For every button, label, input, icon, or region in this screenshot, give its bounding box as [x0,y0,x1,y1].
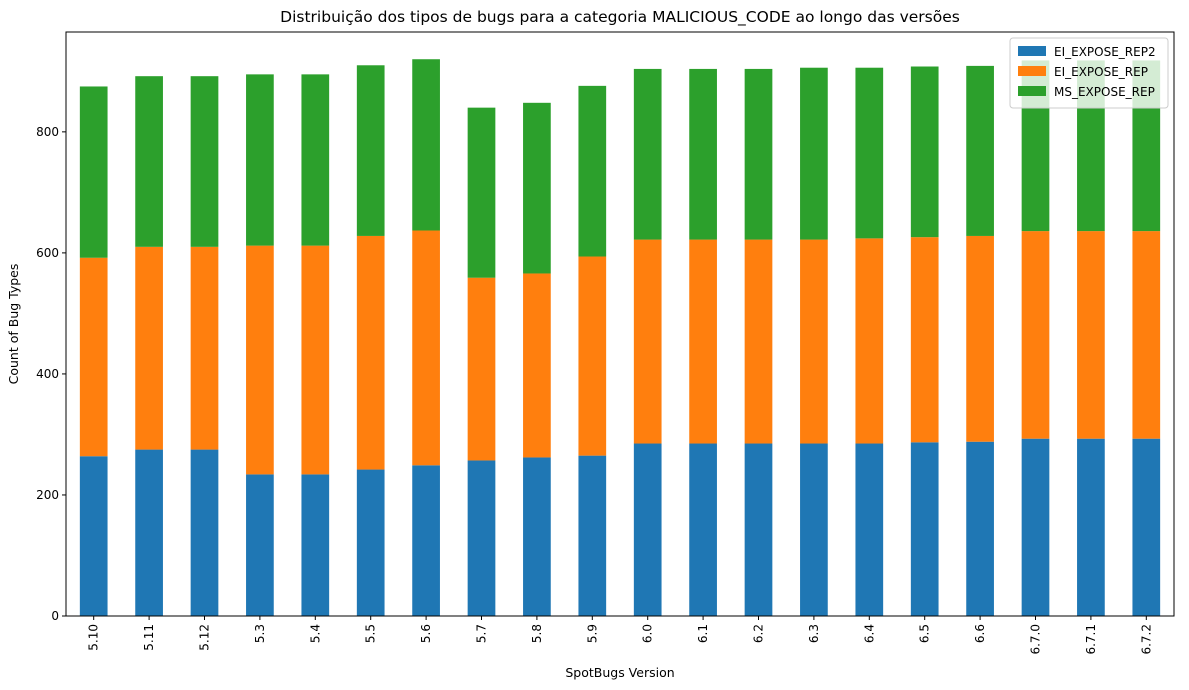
bar-ms-expose-rep-5-9 [578,85,607,257]
x-tick-label: 6.3 [807,624,821,643]
x-tick-label: 5.4 [308,624,322,643]
legend-swatch [1018,66,1046,76]
bar-ei-expose-rep2-5-10 [79,456,108,616]
bars-layer [79,59,1161,616]
bar-ei-expose-rep-6-1 [689,239,717,444]
bar-ei-expose-rep2-6-7-2 [1132,438,1161,616]
bar-ei-expose-rep2-6-7-0 [1021,438,1050,616]
legend-swatch [1018,46,1046,56]
bar-ei-expose-rep2-5-9 [578,455,607,616]
x-tick-label: 5.3 [253,624,267,643]
bar-ei-expose-rep-5-6 [412,230,440,466]
plot-frame [65,31,1175,617]
bar-ms-expose-rep-5-12 [190,76,219,247]
bar-ei-expose-rep2-5-8 [523,457,551,616]
bar-ei-expose-rep2-5-12 [190,449,219,616]
bar-ms-expose-rep-6-6 [966,65,994,236]
bar-ei-expose-rep-5-11 [135,246,163,450]
bar-ei-expose-rep-5-5 [356,235,385,470]
bar-ms-expose-rep-5-8 [523,102,551,274]
bar-ei-expose-rep2-5-3 [246,474,274,616]
bar-ei-expose-rep-6-7-0 [1021,231,1050,439]
x-tick-label: 6.0 [641,624,655,643]
x-tick-label: 5.6 [419,624,433,643]
bar-ei-expose-rep2-6-0 [633,443,662,616]
x-tick-label: 6.2 [752,624,766,643]
bar-ei-expose-rep2-5-5 [356,469,385,616]
bar-ms-expose-rep-5-7 [467,107,496,278]
legend-swatch [1018,86,1046,96]
legend-entry-label: MS_EXPOSE_REP [1054,85,1155,99]
bar-ms-expose-rep-6-2 [744,68,773,240]
bar-ei-expose-rep2-6-6 [966,441,994,616]
x-tick-label: 6.5 [918,624,932,643]
x-tick-label: 6.7.2 [1139,624,1153,655]
bar-ms-expose-rep-6-1 [689,68,717,240]
bar-ms-expose-rep-6-0 [633,68,662,240]
bar-ei-expose-rep-6-4 [855,238,884,444]
bar-ei-expose-rep-6-0 [633,239,662,444]
bar-ei-expose-rep2-5-7 [467,460,496,616]
y-tick-label: 800 [36,125,59,139]
x-tick-label: 5.5 [364,624,378,643]
bar-ei-expose-rep-6-3 [800,239,828,444]
x-tick-label: 6.4 [862,624,876,643]
x-tick-label: 5.12 [198,624,212,651]
bar-ms-expose-rep-5-4 [301,74,330,246]
legend-frame [1009,37,1169,109]
y-tick-label: 0 [51,609,59,623]
y-axis-label: Count of Bug Types [6,264,21,385]
y-tick-label: 200 [36,488,59,502]
bar-ei-expose-rep2-5-6 [412,465,440,616]
bar-ei-expose-rep2-6-1 [689,443,717,616]
bar-ei-expose-rep2-6-5 [910,442,939,616]
x-tick-label: 5.11 [142,624,156,651]
bar-ms-expose-rep-5-6 [412,59,440,231]
y-tick-label: 600 [36,246,59,260]
bar-ms-expose-rep-5-10 [79,86,108,258]
x-tick-label: 6.7.1 [1084,624,1098,655]
bar-ei-expose-rep2-6-2 [744,443,773,616]
bar-ei-expose-rep-5-9 [578,256,607,456]
legend-entry-label: EI_EXPOSE_REP2 [1054,45,1156,59]
bar-ei-expose-rep2-5-4 [301,474,330,616]
bar-ms-expose-rep-5-5 [356,65,385,236]
bar-ms-expose-rep-6-3 [800,67,828,240]
x-tick-label: 5.8 [530,624,544,643]
bar-ei-expose-rep-5-8 [523,273,551,458]
bar-ms-expose-rep-5-3 [246,74,274,246]
x-tick-label: 6.7.0 [1029,624,1043,655]
x-tick-label: 5.10 [87,624,101,651]
y-tick-label: 400 [36,367,59,381]
bar-ei-expose-rep2-6-3 [800,443,828,616]
x-tick-label: 6.1 [696,624,710,643]
axes-layer: 0 200 400 600 800 5.10 5.11 5.12 5.3 5.4 5.5 5.6 5.7… [36,31,1175,655]
bar-ei-expose-rep2-6-7-1 [1077,438,1105,616]
bar-ei-expose-rep-6-7-1 [1077,231,1105,439]
bar-ms-expose-rep-5-11 [135,76,163,247]
bar-ei-expose-rep-5-7 [467,277,496,461]
bar-ei-expose-rep-5-3 [246,245,274,475]
bar-ei-expose-rep2-5-11 [135,449,163,616]
bar-ei-expose-rep-6-6 [966,235,994,442]
bar-ei-expose-rep-6-2 [744,239,773,444]
x-tick-label: 5.7 [475,624,489,643]
bar-ei-expose-rep-5-10 [79,257,108,457]
bar-ms-expose-rep-6-5 [910,66,939,238]
legend: EI_EXPOSE_REP2 EI_EXPOSE_REP MS_EXPOSE_REP [1009,37,1169,109]
legend-entry-label: EI_EXPOSE_REP [1054,65,1148,79]
x-tick-label: 5.9 [585,624,599,643]
bar-ei-expose-rep-5-4 [301,245,330,475]
bar-ei-expose-rep2-6-4 [855,443,884,616]
bar-ei-expose-rep-6-7-2 [1132,231,1161,439]
chart-title: Distribuição dos tipos de bugs para a ca… [280,8,960,27]
bar-ms-expose-rep-6-4 [855,67,884,239]
x-tick-label: 6.6 [973,624,987,643]
bar-ei-expose-rep-5-12 [190,246,219,450]
x-axis-label: SpotBugs Version [565,665,674,680]
bar-ei-expose-rep-6-5 [910,237,939,443]
